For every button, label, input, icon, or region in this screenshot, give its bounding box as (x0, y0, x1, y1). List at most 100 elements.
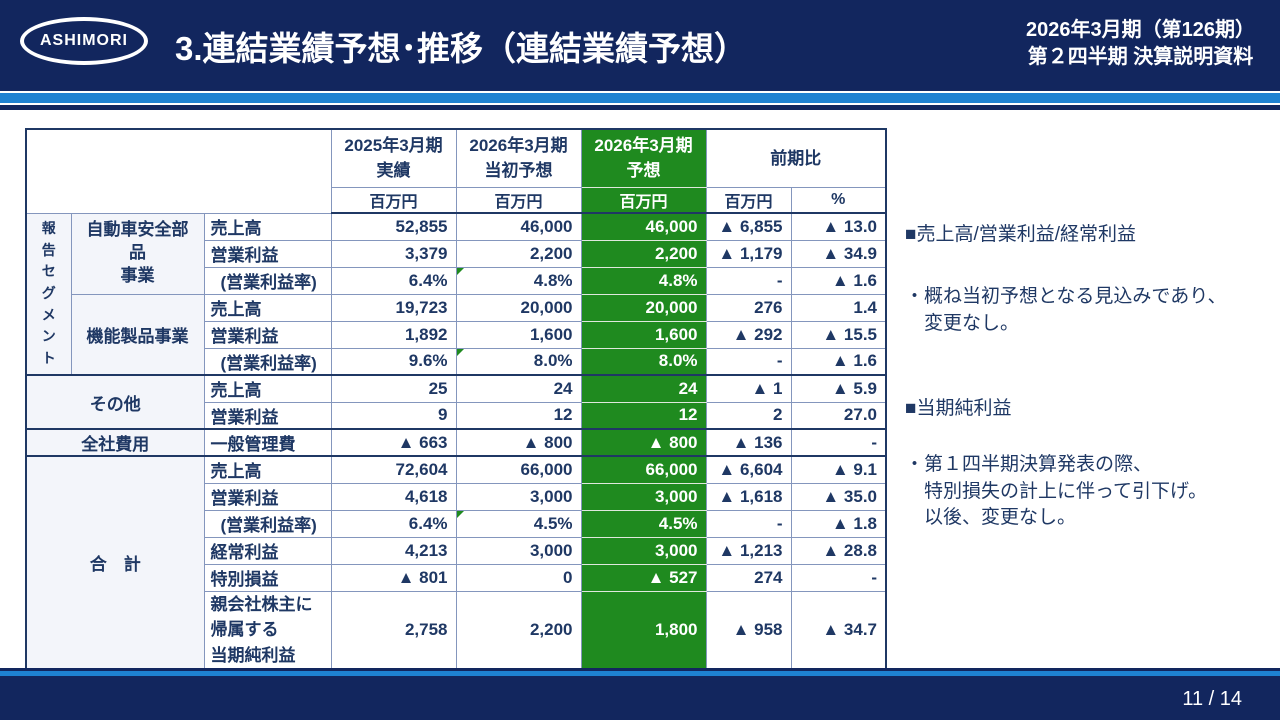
value-cell: 4,213 (330, 536, 457, 565)
value-cell: 3,379 (330, 239, 457, 268)
value-cell: 66,000 (455, 455, 582, 484)
value-cell: 25 (330, 374, 457, 403)
header-accent-stripe (0, 93, 1280, 103)
value-cell: 2,200 (580, 239, 707, 268)
table-row: (営業利益率) 6.4% 4.8% 4.8% - ▲ 1.6 (26, 266, 887, 295)
table-row: 合 計 売上高 72,604 66,000 66,000 ▲ 6,604 ▲ 9… (25, 455, 887, 670)
value-cell: 276 (705, 293, 792, 322)
value-cell: 0 (455, 563, 582, 592)
header-meta-line2: 第２四半期 決算説明資料 (1027, 46, 1254, 68)
header-thin-stripe (0, 105, 1280, 110)
value-cell: 3,000 (455, 482, 582, 511)
value-cell: 2,758 (330, 590, 457, 670)
row-label: 売上高 (203, 455, 332, 484)
row-label: 営業利益 (203, 320, 332, 349)
row-label: 売上高 (203, 212, 332, 241)
col-header-yoy: 前期比 (705, 128, 887, 188)
group-label-total: 合 計 (25, 455, 205, 670)
value-cell: 1,892 (330, 320, 457, 349)
row-label: (営業利益率) (203, 266, 332, 295)
corner-flag-icon (456, 267, 464, 275)
value-cell: 274 (705, 563, 792, 592)
table-row: 機能製品事業 売上高 19,723 20,000 20,000 276 1.4 (26, 293, 887, 376)
value-cell: 9 (330, 401, 457, 430)
financial-forecast-table: 2025年3月期 実績 2026年3月期 当初予想 2026年3月期 予想 前期… (25, 128, 888, 670)
table-row: (営業利益率) 9.6% 8.0% 8.0% - ▲ 1.6 (26, 347, 887, 376)
header-meta: 2026年3月期（第126期） 第２四半期 決算説明資料 (1026, 17, 1255, 71)
value-cell: 24 (580, 374, 707, 403)
value-cell: ▲ 15.5 (790, 320, 887, 349)
table-row: 営業利益 3,379 2,200 2,200 ▲ 1,179 ▲ 34.9 (26, 239, 887, 268)
table-row: 営業利益 4,618 3,000 3,000 ▲ 1,618 ▲ 35.0 (26, 482, 887, 511)
value-cell: 6.4% (330, 509, 457, 538)
row-label: 売上高 (203, 374, 332, 403)
value-cell: 52,855 (330, 212, 457, 241)
value-cell: ▲ 28.8 (790, 536, 887, 565)
row-label: 営業利益 (203, 401, 332, 430)
header-meta-line1: 2026年3月期（第126期） (1026, 19, 1255, 41)
unit-cell: 百万円 (330, 186, 457, 214)
value-cell: 20,000 (580, 293, 707, 322)
value-cell: 2 (705, 401, 792, 430)
value-cell: ▲ 9.1 (790, 455, 887, 484)
value-cell: 24 (455, 374, 582, 403)
row-label: 特別損益 (203, 563, 332, 592)
row-label: 売上高 (203, 293, 332, 322)
header-bar: ASHIMORI 3.連結業績予想･推移（連結業績予想） 2026年3月期（第1… (0, 0, 1280, 91)
table-corner-cell (25, 128, 332, 214)
table-row: 全社費用 一般管理費 ▲ 663 ▲ 800 ▲ 800 ▲ 136 - (25, 428, 887, 457)
col-header-2026-forecast: 2026年3月期 予想 (580, 128, 707, 188)
value-cell: 2,200 (455, 239, 582, 268)
value-cell: ▲ 292 (705, 320, 792, 349)
value-cell: - (790, 428, 887, 457)
value-cell: 1,800 (580, 590, 707, 670)
col-header-2026-initial: 2026年3月期 当初予想 (455, 128, 582, 188)
value-cell: ▲ 6,604 (705, 455, 792, 484)
page-title: 3.連結業績予想･推移（連結業績予想） (175, 30, 748, 67)
value-cell: 46,000 (455, 212, 582, 241)
value-cell: 19,723 (330, 293, 457, 322)
value-cell: ▲ 6,855 (705, 212, 792, 241)
value-cell: 3,000 (455, 536, 582, 565)
value-cell: ▲ 34.7 (790, 590, 887, 670)
table-row: 営業利益 9 12 12 2 27.0 (26, 401, 887, 430)
ashimori-logo: ASHIMORI (20, 17, 148, 65)
value-cell: ▲ 1.8 (790, 509, 887, 538)
footer-bar: 11 / 14 (0, 676, 1280, 720)
table-row: 親会社株主に 帰属する 当期純利益 2,758 2,200 1,800 ▲ 95… (26, 590, 887, 670)
value-cell: ▲ 958 (705, 590, 792, 670)
note-heading-net-income: ■当期純利益 (905, 398, 1012, 419)
row-label: (営業利益率) (203, 509, 332, 538)
corner-flag-icon (456, 348, 464, 356)
value-cell: 4.5% (580, 509, 707, 538)
note-heading-sales-profit: ■売上高/営業利益/経常利益 (905, 224, 1137, 245)
value-cell: 12 (455, 401, 582, 430)
table-row: 報告セグメント 自動車安全部品 事業 売上高 52,855 46,000 46,… (25, 212, 887, 376)
footer-thin-line (0, 668, 1280, 671)
value-cell: ▲ 1,618 (705, 482, 792, 511)
table-row: 特別損益 ▲ 801 0 ▲ 527 274 - (26, 563, 887, 592)
group-label-other: その他 (25, 374, 205, 430)
value-cell: 27.0 (790, 401, 887, 430)
unit-cell: 百万円 (705, 186, 792, 214)
footer-accent-stripe (0, 671, 1280, 676)
value-cell: ▲ 1.6 (790, 347, 887, 376)
unit-cell: 百万円 (580, 186, 707, 214)
table-row: その他 売上高 25 24 24 ▲ 1 ▲ 5.9 (25, 374, 887, 430)
col-header-2025-actual: 2025年3月期 実績 (330, 128, 457, 188)
value-cell: 46,000 (580, 212, 707, 241)
row-label: (営業利益率) (203, 347, 332, 376)
note-bullet-net-income: ・第１四半期決算発表の際、 特別損失の計上に伴って引下げ。 以後、変更なし。 (905, 454, 1208, 529)
page-number: 11 / 14 (1182, 688, 1242, 710)
row-label: 営業利益 (203, 239, 332, 268)
value-cell: ▲ 800 (580, 428, 707, 457)
value-cell: ▲ 1 (705, 374, 792, 403)
value-cell: ▲ 136 (705, 428, 792, 457)
value-cell: - (705, 509, 792, 538)
group-label-corporate: 全社費用 (25, 428, 205, 457)
row-label: 一般管理費 (203, 428, 332, 457)
value-cell: ▲ 5.9 (790, 374, 887, 403)
value-cell: 1.4 (790, 293, 887, 322)
value-cell: 4,618 (330, 482, 457, 511)
